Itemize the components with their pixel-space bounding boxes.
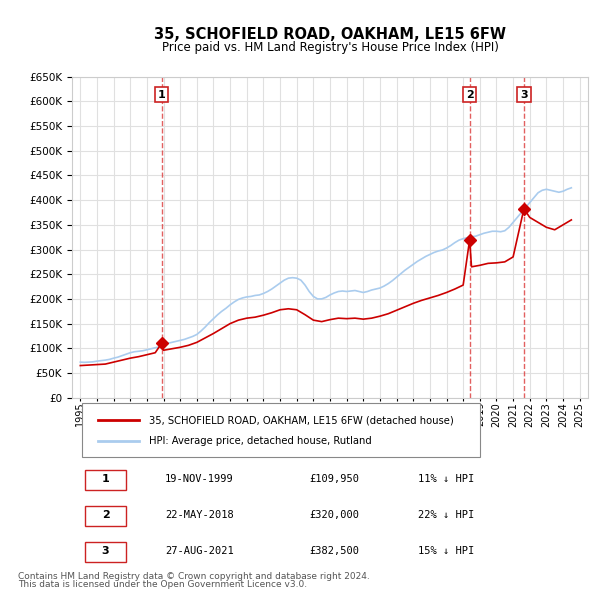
Text: 22% ↓ HPI: 22% ↓ HPI (418, 510, 474, 520)
Text: 11% ↓ HPI: 11% ↓ HPI (418, 474, 474, 484)
Text: £320,000: £320,000 (310, 510, 359, 520)
Text: 2: 2 (101, 510, 109, 520)
Text: 2: 2 (466, 90, 473, 100)
FancyBboxPatch shape (82, 403, 479, 457)
Text: 19-NOV-1999: 19-NOV-1999 (165, 474, 233, 484)
Text: £382,500: £382,500 (310, 546, 359, 556)
FancyBboxPatch shape (85, 470, 126, 490)
Text: 22-MAY-2018: 22-MAY-2018 (165, 510, 233, 520)
FancyBboxPatch shape (85, 506, 126, 526)
Text: Contains HM Land Registry data © Crown copyright and database right 2024.: Contains HM Land Registry data © Crown c… (18, 572, 370, 581)
Text: Price paid vs. HM Land Registry's House Price Index (HPI): Price paid vs. HM Land Registry's House … (161, 41, 499, 54)
Text: This data is licensed under the Open Government Licence v3.0.: This data is licensed under the Open Gov… (18, 580, 307, 589)
Text: HPI: Average price, detached house, Rutland: HPI: Average price, detached house, Rutl… (149, 436, 372, 446)
Text: 27-AUG-2021: 27-AUG-2021 (165, 546, 233, 556)
Text: 1: 1 (101, 474, 109, 484)
FancyBboxPatch shape (85, 542, 126, 562)
Text: 3: 3 (102, 546, 109, 556)
Text: 35, SCHOFIELD ROAD, OAKHAM, LE15 6FW: 35, SCHOFIELD ROAD, OAKHAM, LE15 6FW (154, 27, 506, 41)
Text: £109,950: £109,950 (310, 474, 359, 484)
Text: 35, SCHOFIELD ROAD, OAKHAM, LE15 6FW (detached house): 35, SCHOFIELD ROAD, OAKHAM, LE15 6FW (de… (149, 415, 454, 425)
Text: 3: 3 (520, 90, 528, 100)
Text: 15% ↓ HPI: 15% ↓ HPI (418, 546, 474, 556)
Text: 1: 1 (158, 90, 166, 100)
